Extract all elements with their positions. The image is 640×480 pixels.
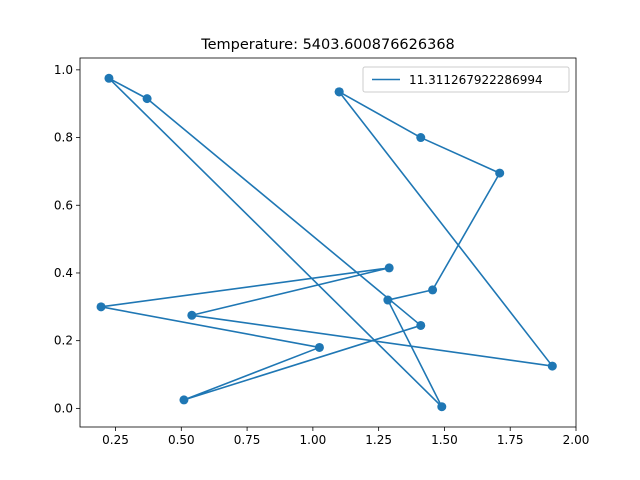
y-axis: 0.0 0.2 0.4 0.6 0.8 1.0 bbox=[54, 63, 80, 415]
legend-label: 11.311267922286994 bbox=[409, 73, 543, 87]
y-tick-label: 1.0 bbox=[54, 63, 73, 77]
plot-area bbox=[80, 58, 576, 427]
x-tick-label: 1.50 bbox=[431, 433, 458, 447]
x-tick-label: 0.25 bbox=[102, 433, 129, 447]
series-layer bbox=[96, 73, 557, 412]
data-point bbox=[416, 133, 426, 143]
y-tick-label: 0.4 bbox=[54, 266, 73, 280]
data-point bbox=[104, 73, 114, 83]
y-tick-label: 0.8 bbox=[54, 131, 73, 145]
x-tick-label: 1.25 bbox=[365, 433, 392, 447]
chart-title: Temperature: 5403.600876626368 bbox=[200, 37, 455, 53]
x-axis: 0.25 0.50 0.75 1.00 1.25 1.50 1.75 2.00 bbox=[102, 427, 589, 447]
y-tick-label: 0.2 bbox=[54, 334, 73, 348]
data-point bbox=[383, 295, 393, 305]
data-point bbox=[314, 342, 324, 352]
data-point bbox=[334, 87, 344, 97]
legend-box bbox=[362, 66, 570, 93]
series-line bbox=[100, 77, 554, 408]
y-tick-label: 0.0 bbox=[54, 401, 73, 415]
x-tick-label: 1.00 bbox=[300, 433, 327, 447]
data-point bbox=[187, 310, 197, 320]
data-point bbox=[437, 402, 447, 412]
x-tick-label: 2.00 bbox=[563, 433, 590, 447]
data-point bbox=[495, 168, 505, 178]
x-tick-label: 0.50 bbox=[168, 433, 195, 447]
plot-frame bbox=[79, 57, 577, 428]
x-tick-label: 0.75 bbox=[234, 433, 261, 447]
data-point bbox=[384, 263, 394, 273]
data-point bbox=[179, 395, 189, 405]
data-point bbox=[96, 302, 106, 312]
data-point bbox=[142, 94, 152, 104]
plot-background bbox=[80, 58, 576, 427]
data-point bbox=[428, 285, 438, 295]
legend: 11.311267922286994 bbox=[362, 66, 570, 93]
data-point bbox=[416, 320, 426, 330]
x-tick-label: 1.75 bbox=[497, 433, 524, 447]
y-tick-label: 0.6 bbox=[54, 198, 73, 212]
data-point bbox=[547, 361, 557, 371]
